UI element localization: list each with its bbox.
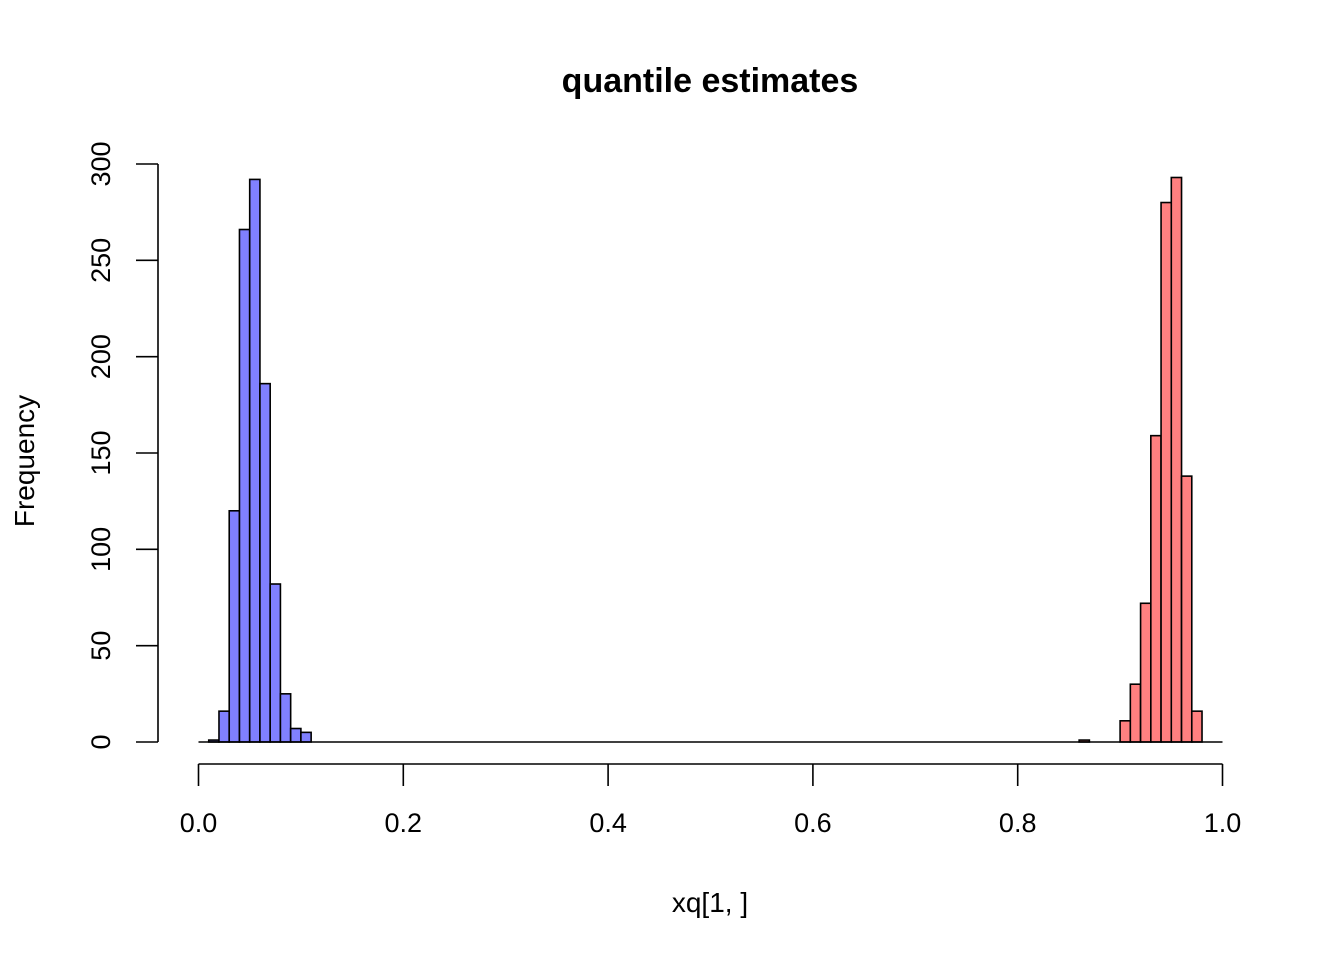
- y-tick-label: 200: [86, 334, 116, 379]
- histogram-bar: [1150, 434, 1162, 743]
- x-tick-label: 0.6: [794, 808, 832, 838]
- y-tick-label: 0: [86, 734, 116, 749]
- x-tick-label: 0.8: [999, 808, 1037, 838]
- y-axis-label: Frequency: [9, 395, 40, 527]
- histogram-bar: [1119, 720, 1132, 743]
- y-tick-label: 100: [86, 527, 116, 572]
- histogram-bar: [218, 710, 231, 743]
- histogram-bar: [1170, 176, 1183, 743]
- x-tick-label: 1.0: [1204, 808, 1242, 838]
- histogram-bar: [1190, 710, 1203, 743]
- histogram-bar: [238, 228, 251, 743]
- y-tick-label: 150: [86, 430, 116, 475]
- histogram-bar: [279, 693, 292, 743]
- x-axis-label: xq[1, ]: [672, 887, 748, 918]
- histogram-bar: [1129, 683, 1142, 743]
- histogram-bars: [198, 176, 1223, 743]
- histogram-bar: [259, 382, 271, 743]
- histogram-bar: [248, 178, 261, 743]
- histogram-bar: [269, 583, 282, 743]
- y-tick-label: 50: [86, 631, 116, 661]
- histogram-bar: [1160, 201, 1173, 743]
- y-tick-label: 300: [86, 141, 116, 186]
- y-tick-label: 250: [86, 238, 116, 283]
- histogram-bar: [1180, 475, 1193, 743]
- x-tick-label: 0.2: [385, 808, 423, 838]
- chart-title: quantile estimates: [562, 62, 859, 100]
- x-tick-label: 0.0: [180, 808, 218, 838]
- histogram-bar: [289, 727, 302, 743]
- histogram-bar: [1139, 602, 1152, 743]
- y-axis: 0 50 100 150 200 250 300: [86, 141, 159, 750]
- histogram-bar: [300, 731, 312, 743]
- x-tick-label: 0.4: [589, 808, 627, 838]
- histogram-bar: [228, 509, 241, 743]
- x-axis: 0.0 0.2 0.4 0.6 0.8 1.0: [180, 763, 1242, 838]
